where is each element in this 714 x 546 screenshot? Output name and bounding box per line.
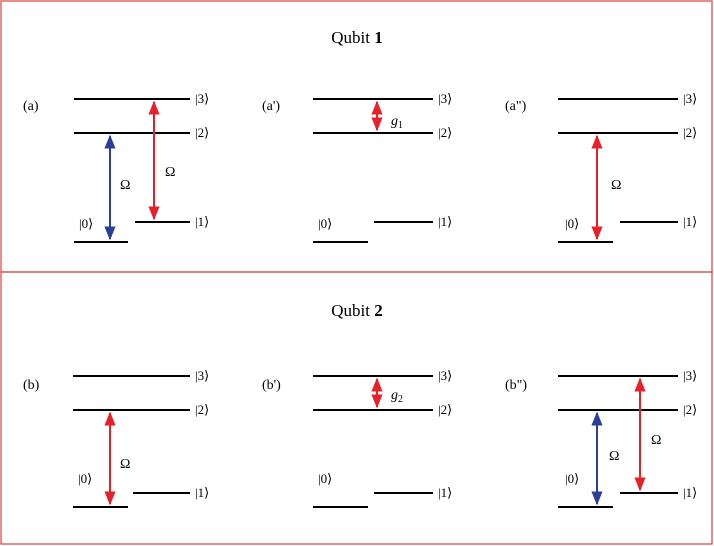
ket-3: |3⟩ xyxy=(683,368,697,383)
omega-label: Ω xyxy=(651,433,661,448)
ket-0: |0⟩ xyxy=(565,216,579,231)
ket-2: |2⟩ xyxy=(195,402,209,417)
ket-1: |1⟩ xyxy=(195,214,209,229)
diagram-b-double-prime: (b") |3⟩ |2⟩ |1⟩ |0⟩ Ω Ω xyxy=(505,368,697,508)
ket-0: |0⟩ xyxy=(79,216,93,231)
ket-2: |2⟩ xyxy=(438,125,452,140)
label-b-prime: (b') xyxy=(262,378,281,393)
ket-0: |0⟩ xyxy=(318,471,332,486)
omega-label: Ω xyxy=(611,178,621,193)
omega-label: Ω xyxy=(120,457,130,472)
ket-2: |2⟩ xyxy=(195,125,209,140)
panel-title-qubit-2: Qubit 2 xyxy=(331,301,382,320)
label-b-double-prime: (b") xyxy=(505,378,527,393)
diagram-b-prime: (b') |3⟩ |2⟩ |1⟩ |0⟩ g2 xyxy=(262,368,452,508)
diagram-a: (a) |3⟩ |2⟩ |1⟩ |0⟩ Ω Ω xyxy=(23,91,209,243)
diagram-b: (b) |3⟩ |2⟩ |1⟩ |0⟩ Ω xyxy=(23,368,209,508)
omega-label: Ω xyxy=(165,165,175,180)
label-a: (a) xyxy=(23,99,39,114)
diagram-a-double-prime: (a") |3⟩ |2⟩ |1⟩ |0⟩ Ω xyxy=(505,91,697,243)
ket-3: |3⟩ xyxy=(195,91,209,106)
ket-3: |3⟩ xyxy=(438,368,452,383)
ket-1: |1⟩ xyxy=(683,485,697,500)
omega-label: Ω xyxy=(609,449,619,464)
label-a-double-prime: (a") xyxy=(505,99,527,114)
ket-3: |3⟩ xyxy=(683,91,697,106)
diagram-a-prime: (a') |3⟩ |2⟩ |1⟩ |0⟩ g1 xyxy=(262,91,452,243)
panel-frame-qubit-2 xyxy=(0,271,713,545)
coupling-label-g1: g1 xyxy=(391,114,403,131)
ket-0: |0⟩ xyxy=(78,471,92,486)
coupling-label-g2: g2 xyxy=(391,388,403,405)
panel-title-qubit-1: Qubit 1 xyxy=(331,28,382,47)
ket-2: |2⟩ xyxy=(683,125,697,140)
omega-label: Ω xyxy=(120,178,130,193)
ket-0: |0⟩ xyxy=(318,216,332,231)
ket-3: |3⟩ xyxy=(438,91,452,106)
ket-1: |1⟩ xyxy=(683,214,697,229)
label-a-prime: (a') xyxy=(262,99,280,114)
ket-3: |3⟩ xyxy=(195,368,209,383)
ket-2: |2⟩ xyxy=(683,402,697,417)
ket-1: |1⟩ xyxy=(438,485,452,500)
ket-1: |1⟩ xyxy=(438,214,452,229)
ket-0: |0⟩ xyxy=(565,471,579,486)
ket-2: |2⟩ xyxy=(438,402,452,417)
ket-1: |1⟩ xyxy=(195,485,209,500)
label-b: (b) xyxy=(23,378,40,393)
